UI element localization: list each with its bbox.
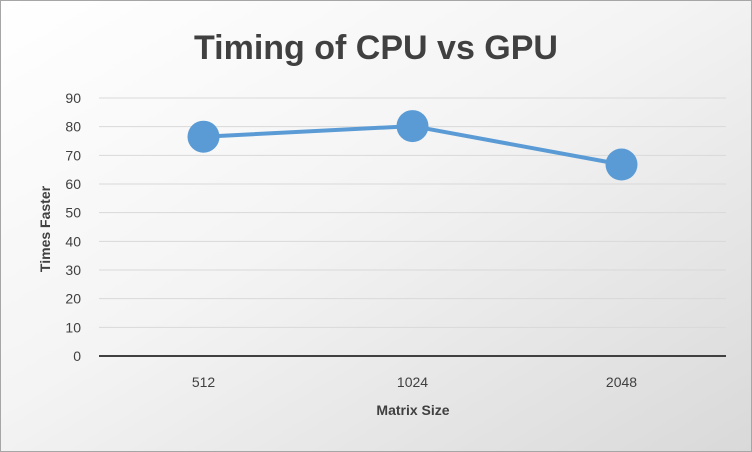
y-tick-label: 50 bbox=[65, 205, 81, 221]
y-tick-label: 90 bbox=[65, 90, 81, 106]
x-tick-labels: 512 1024 2048 bbox=[192, 374, 637, 390]
x-tick-label: 512 bbox=[192, 374, 216, 390]
chart-title: Timing of CPU vs GPU bbox=[194, 29, 558, 67]
y-tick-label: 70 bbox=[65, 147, 81, 163]
series-group bbox=[187, 110, 638, 181]
y-tick-label: 0 bbox=[73, 348, 81, 364]
data-point bbox=[605, 148, 638, 181]
x-tick-label: 1024 bbox=[397, 374, 428, 390]
y-tick-label: 60 bbox=[65, 176, 81, 192]
gridlines bbox=[99, 97, 726, 328]
y-tick-label: 30 bbox=[65, 262, 81, 278]
x-axis-label: Matrix Size bbox=[376, 402, 449, 418]
y-tick-label: 80 bbox=[65, 119, 81, 135]
y-axis-label: Times Faster bbox=[37, 185, 53, 272]
data-point bbox=[187, 120, 220, 153]
y-tick-labels: 0 10 20 30 40 50 60 70 80 90 bbox=[65, 90, 81, 364]
x-tick-label: 2048 bbox=[606, 374, 637, 390]
y-tick-label: 40 bbox=[65, 233, 81, 249]
y-tick-label: 20 bbox=[65, 291, 81, 307]
data-point bbox=[396, 110, 429, 143]
y-tick-label: 10 bbox=[65, 319, 81, 335]
